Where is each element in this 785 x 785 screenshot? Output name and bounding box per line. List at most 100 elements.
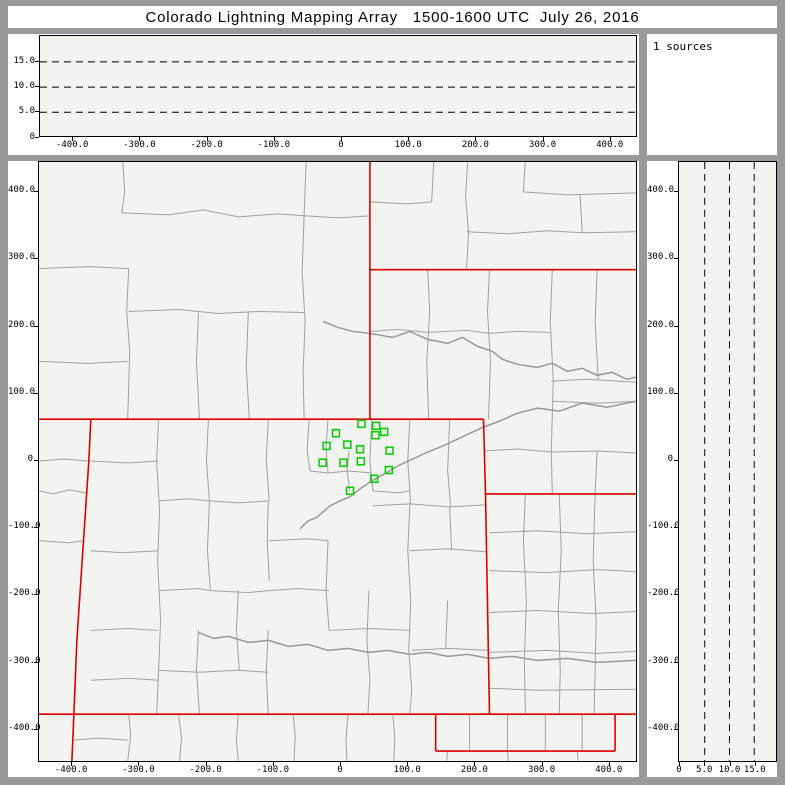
tick-mark: [34, 392, 38, 394]
station-marker: [345, 486, 355, 496]
plan-view-panel: 400.0 300.0 200.0 100.0 0 -100.0 -200.0 -300.0 -…: [8, 161, 639, 777]
tick-mark: [674, 325, 678, 327]
altitude-vs-north-south-panel: 400.0 300.0 200.0 100.0 0 -100.0 -200.0 -300.0 -…: [647, 161, 777, 777]
y-tick-label: -200.0: [647, 588, 680, 599]
county-line: [346, 450, 351, 491]
altitude-vs-east-west-plot[interactable]: [39, 35, 637, 137]
county-line: [90, 460, 159, 464]
county-line: [39, 458, 88, 462]
county-line: [195, 630, 200, 715]
county-line: [449, 506, 453, 551]
county-line: [369, 328, 428, 333]
x-tick-label: -100.0: [257, 140, 291, 150]
county-line: [325, 419, 329, 473]
tick-mark: [674, 594, 678, 596]
county-line: [158, 498, 269, 504]
station-marker: [385, 446, 394, 455]
county-line: [594, 451, 598, 494]
county-line: [325, 540, 330, 631]
county-line: [522, 162, 636, 196]
county-line: [411, 647, 490, 651]
tick-mark: [674, 460, 678, 461]
county-line: [522, 493, 527, 715]
tick-mark: [674, 661, 678, 663]
x-tick-label: 300.0: [528, 765, 556, 775]
county-line: [310, 470, 350, 474]
altitude-tick-label: 15.0: [13, 55, 35, 66]
county-line: [206, 500, 211, 591]
county-line: [407, 505, 412, 601]
y-tick-label: 200.0: [647, 319, 675, 330]
station-marker: [356, 457, 365, 466]
county-line: [372, 490, 410, 494]
tick-mark: [609, 137, 611, 141]
altitude-tick-label: 0: [29, 131, 35, 142]
plan-view-map-plot[interactable]: [38, 161, 637, 762]
county-line: [158, 588, 270, 594]
tick-mark: [138, 762, 140, 766]
altitude-vs-north-south-plot[interactable]: [678, 161, 777, 762]
altitude-vs-east-west-panel: 15.0 10.0 5.0 0 -400.0 -300.0 -200.0 -100.0 0 100…: [8, 34, 639, 155]
x-tick-label: 100.0: [393, 765, 421, 775]
tick-mark: [340, 762, 341, 766]
tick-mark: [34, 191, 38, 193]
x-tick-label: -100.0: [256, 765, 290, 775]
county-line: [348, 470, 372, 474]
county-line: [447, 419, 452, 506]
tick-mark: [674, 258, 678, 260]
river-line: [299, 400, 636, 530]
x-tick-label: 0: [338, 140, 344, 150]
sources-count-label: 1 sources: [653, 40, 713, 53]
x-tick-label: -200.0: [189, 765, 222, 775]
county-line: [431, 162, 435, 202]
y-tick-label: -400.0: [647, 722, 680, 733]
tick-mark: [206, 137, 208, 141]
county-line: [426, 269, 431, 420]
county-line: [579, 194, 583, 233]
county-line: [552, 400, 636, 404]
county-line: [594, 269, 599, 380]
state-border-line: [71, 419, 92, 761]
tick-mark: [273, 137, 275, 141]
y-tick-label: -200.0: [8, 588, 41, 599]
county-line: [483, 448, 553, 453]
tick-mark: [542, 137, 544, 141]
county-line: [446, 750, 449, 761]
x-tick-label: -300.0: [123, 140, 156, 150]
tick-mark: [34, 661, 38, 663]
county-line: [301, 215, 306, 420]
tick-mark: [729, 762, 731, 766]
tick-mark: [205, 762, 207, 766]
county-line: [303, 162, 307, 216]
x-tick-label: -400.0: [54, 765, 88, 775]
y-tick-label: -300.0: [8, 655, 41, 666]
x-tick-label: -300.0: [122, 765, 155, 775]
county-line: [265, 630, 269, 715]
state-border-line: [482, 419, 491, 715]
county-line: [126, 268, 131, 420]
tick-mark: [674, 728, 678, 730]
tick-mark: [34, 325, 38, 327]
tick-mark: [674, 527, 678, 529]
x-tick-label: 300.0: [529, 140, 557, 150]
altitude-tick-label: 5.0: [696, 765, 713, 775]
altitude-tick-label: 5.0: [18, 106, 35, 117]
tick-mark: [34, 258, 38, 260]
x-tick-label: 400.0: [595, 765, 623, 775]
county-line: [392, 714, 396, 761]
x-tick-label: 100.0: [394, 140, 422, 150]
tick-mark: [35, 111, 39, 113]
sources-count-panel: 1 sources: [647, 34, 777, 155]
y-tick-label: 300.0: [8, 252, 36, 263]
x-tick-label: 200.0: [461, 140, 489, 150]
tick-mark: [35, 86, 39, 88]
river-line: [198, 631, 636, 664]
county-line: [409, 548, 486, 553]
county-line: [489, 530, 636, 535]
county-line: [245, 312, 250, 420]
county-line: [366, 590, 371, 715]
station-marker: [384, 465, 394, 475]
tick-mark: [72, 137, 74, 141]
plan-view-map-canvas: [39, 162, 636, 761]
county-line: [128, 309, 305, 314]
